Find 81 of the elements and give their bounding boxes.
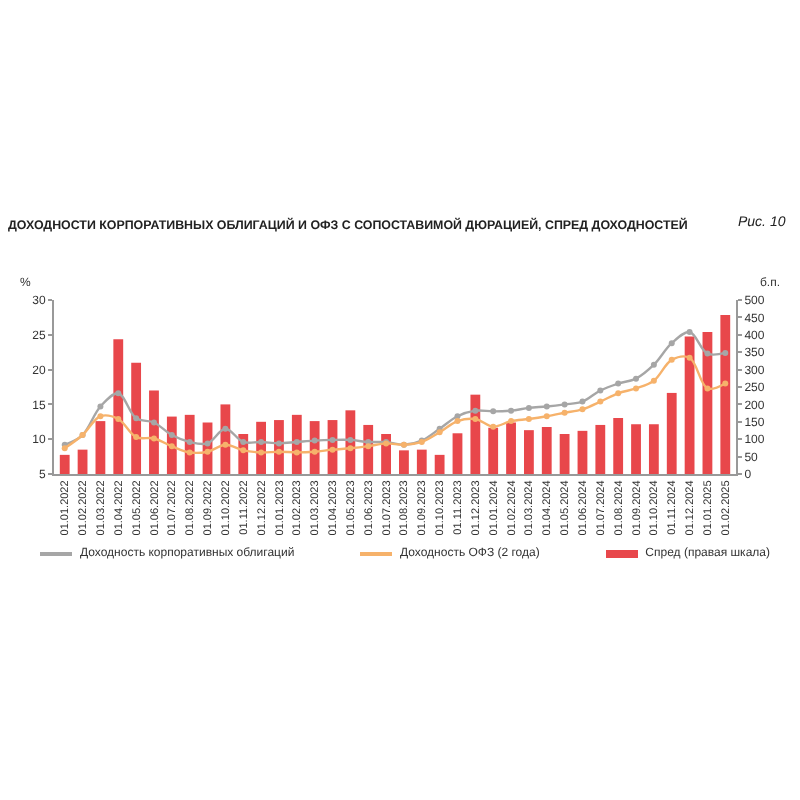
bar xyxy=(702,332,713,474)
point xyxy=(668,340,675,347)
point xyxy=(722,349,729,356)
point xyxy=(329,446,336,453)
point xyxy=(293,449,300,456)
point xyxy=(472,416,479,423)
point xyxy=(329,436,336,443)
point xyxy=(508,407,515,414)
bar xyxy=(452,433,463,474)
bar xyxy=(577,430,588,474)
point xyxy=(168,443,175,450)
bar xyxy=(506,422,516,474)
bar xyxy=(613,417,624,474)
point xyxy=(722,380,729,387)
point xyxy=(615,390,622,397)
point xyxy=(454,418,461,425)
point xyxy=(115,416,122,423)
point xyxy=(597,398,604,405)
point xyxy=(186,449,193,456)
bar xyxy=(631,424,641,474)
point xyxy=(686,354,693,361)
point xyxy=(615,380,622,387)
point xyxy=(222,441,229,448)
point xyxy=(115,390,122,397)
bar xyxy=(595,424,606,474)
point xyxy=(311,448,318,455)
point xyxy=(258,449,265,456)
point xyxy=(204,440,211,447)
bar xyxy=(684,336,695,474)
point xyxy=(97,413,104,420)
point xyxy=(275,440,282,447)
point xyxy=(168,432,175,439)
bar xyxy=(95,421,106,474)
point xyxy=(347,445,354,452)
point xyxy=(579,406,586,413)
point xyxy=(704,350,711,357)
point xyxy=(490,423,497,430)
bar xyxy=(77,449,88,474)
bar xyxy=(541,427,552,474)
bar xyxy=(149,390,159,474)
bar xyxy=(648,424,659,474)
point xyxy=(222,425,229,432)
point xyxy=(186,438,193,445)
point xyxy=(97,403,104,410)
bar xyxy=(131,362,142,474)
point xyxy=(240,447,247,454)
point xyxy=(543,413,550,420)
bar xyxy=(720,314,731,474)
point xyxy=(650,361,657,368)
point xyxy=(668,356,675,363)
point xyxy=(633,385,640,392)
point xyxy=(561,401,568,408)
bar xyxy=(470,394,481,474)
bar xyxy=(59,454,70,474)
point xyxy=(275,448,282,455)
point xyxy=(650,377,657,384)
point xyxy=(561,409,568,416)
point xyxy=(347,436,354,443)
point xyxy=(204,448,211,455)
point xyxy=(543,403,550,410)
bar xyxy=(399,450,409,474)
point xyxy=(704,385,711,392)
bar xyxy=(416,449,427,474)
bar xyxy=(666,392,677,474)
bar xyxy=(113,339,124,474)
point xyxy=(686,329,693,336)
point xyxy=(150,419,157,426)
bar xyxy=(434,454,445,474)
point xyxy=(133,415,140,422)
point xyxy=(490,408,497,415)
point xyxy=(150,435,157,442)
point xyxy=(579,398,586,405)
bar xyxy=(559,433,570,474)
bar xyxy=(524,430,534,474)
bar xyxy=(488,427,499,474)
point xyxy=(311,437,318,444)
point xyxy=(597,387,604,394)
point xyxy=(472,407,479,414)
line-series xyxy=(61,354,729,456)
point xyxy=(365,443,372,450)
point xyxy=(633,375,640,382)
